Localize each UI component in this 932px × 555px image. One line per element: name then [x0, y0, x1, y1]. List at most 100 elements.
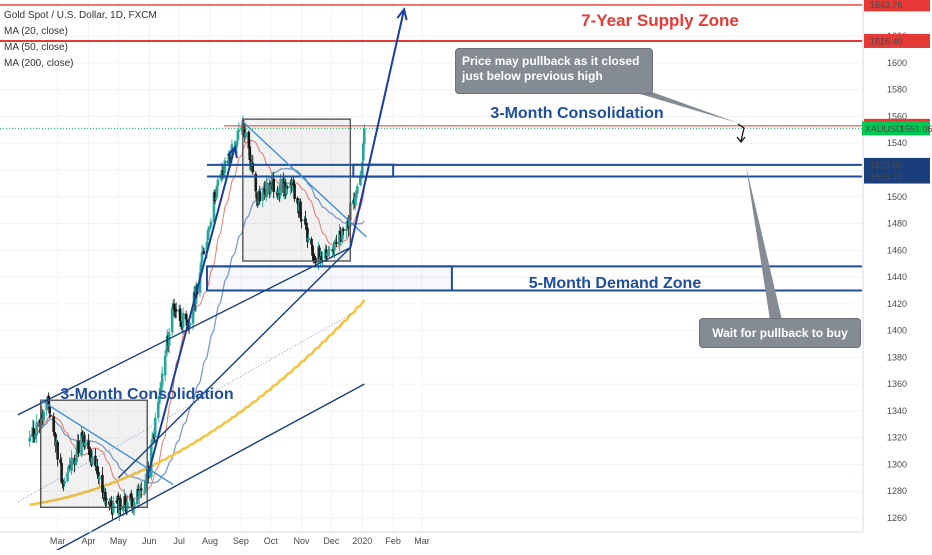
- candle-body: [137, 490, 141, 498]
- candle-body: [97, 471, 100, 479]
- box-1: [242, 118, 352, 262]
- candle-body: [139, 488, 143, 491]
- candle-body: [240, 126, 244, 131]
- candle-body: [119, 498, 122, 510]
- candle-body: [142, 491, 146, 493]
- candle-body: [202, 251, 206, 254]
- candle-body: [185, 319, 189, 323]
- x-tick-label: Jul: [173, 536, 185, 546]
- study-ma50[interactable]: MA (50, close): [4, 42, 68, 53]
- candle-body: [124, 496, 127, 506]
- y-tick-label: 1580: [887, 85, 907, 95]
- candle-body: [200, 252, 204, 263]
- candle-body: [73, 458, 76, 465]
- candle-body: [98, 476, 101, 480]
- candle-body: [101, 474, 104, 493]
- candle-body: [158, 387, 162, 398]
- small-arrow-head: [736, 136, 746, 144]
- candle-body: [258, 191, 262, 202]
- supply-zone-label: 7-Year Supply Zone: [581, 11, 739, 30]
- candle-body: [214, 198, 218, 200]
- price-tag-top: 1643.76: [870, 0, 903, 10]
- candle-body: [187, 325, 191, 328]
- candle-body: [70, 457, 73, 471]
- y-tick-label: 1280: [887, 486, 907, 496]
- candle-body: [338, 230, 341, 246]
- chart-title: Gold Spot / U.S. Dollar, 1D, FXCM: [4, 10, 157, 21]
- candle-body: [143, 480, 147, 492]
- trendline-3: [242, 121, 367, 238]
- candle-body: [342, 229, 345, 231]
- candle-body: [89, 453, 92, 457]
- x-tick-label: 2020: [352, 536, 372, 546]
- candle-body: [63, 481, 66, 484]
- arrow-head-0: [226, 145, 238, 159]
- candle-body: [53, 432, 56, 435]
- candle-body: [251, 162, 255, 173]
- candle-body: [179, 321, 183, 327]
- candle-body: [304, 218, 307, 225]
- candle-body: [60, 462, 63, 483]
- last-price-tag: 1551.06: [900, 124, 932, 134]
- candle-body: [67, 468, 70, 471]
- candle-body: [326, 252, 329, 256]
- candle-body: [42, 411, 46, 421]
- candle-body: [104, 491, 107, 501]
- candle-body: [28, 437, 32, 442]
- price-tag-supply-bg: [864, 33, 930, 48]
- y-tick-label: 1380: [887, 352, 907, 362]
- candle-body: [293, 184, 296, 199]
- candle-body: [32, 428, 36, 437]
- candle-body: [156, 402, 160, 418]
- candle-body: [341, 228, 344, 240]
- candle-body: [45, 401, 48, 411]
- candle-body: [178, 308, 182, 321]
- candle-body: [216, 179, 220, 186]
- candle-body: [227, 155, 231, 165]
- study-ma20[interactable]: MA (20, close): [4, 26, 68, 37]
- y-tick-label: 1600: [887, 58, 907, 68]
- candle-body: [191, 309, 195, 324]
- candle-body: [265, 182, 269, 198]
- price-tag-zone-low: 1515.10: [870, 172, 903, 182]
- candle-body: [81, 432, 84, 438]
- candle-body: [174, 309, 178, 312]
- candle-body: [361, 143, 365, 161]
- study-ma200[interactable]: MA (200, close): [4, 58, 74, 69]
- candle-body: [307, 237, 310, 241]
- candle-body: [184, 313, 188, 320]
- candle-body: [130, 493, 133, 499]
- dotted-channel-line: [17, 314, 351, 503]
- candle-body: [77, 440, 80, 454]
- candle-body: [356, 186, 359, 194]
- y-tick-label: 1460: [887, 245, 907, 255]
- candle-body: [153, 417, 157, 438]
- candle-body: [306, 228, 309, 242]
- y-tick-label: 1480: [887, 219, 907, 229]
- candle-body: [235, 141, 239, 147]
- price-tag-zone-high: 1523.80: [870, 160, 903, 170]
- candle-body: [355, 193, 358, 199]
- y-tick-label: 1420: [887, 299, 907, 309]
- candle-body: [205, 241, 209, 252]
- candle-body: [167, 333, 171, 347]
- candle-body: [208, 227, 212, 230]
- candle-body: [74, 461, 77, 465]
- candle-body: [334, 240, 337, 243]
- candle-body: [164, 349, 168, 354]
- callout-pointer-top: [640, 92, 738, 123]
- candle-body: [172, 303, 176, 310]
- y-tick-label: 1440: [887, 272, 907, 282]
- y-tick-label: 1320: [887, 433, 907, 443]
- candle-body: [237, 129, 241, 132]
- box-3: [352, 163, 395, 178]
- candle-body: [247, 131, 251, 149]
- candle-body: [181, 312, 185, 328]
- y-tick-label: 1340: [887, 406, 907, 416]
- candle-body: [354, 197, 357, 204]
- consolidation-recent-label: 3-Month Consolidation: [490, 105, 663, 122]
- candle-body: [105, 498, 108, 500]
- last-price-bg: [862, 121, 930, 136]
- demand-zone-label: 5-Month Demand Zone: [529, 275, 702, 292]
- candle-body: [261, 192, 265, 201]
